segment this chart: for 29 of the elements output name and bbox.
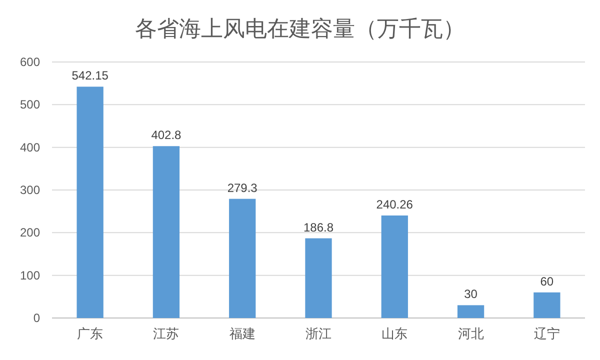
bar: [152, 146, 180, 318]
bar: [229, 198, 256, 318]
y-tick-label: 600: [20, 55, 40, 69]
bar: [76, 86, 104, 318]
y-tick-label: 400: [20, 140, 40, 154]
data-label: 240.26: [376, 197, 414, 212]
y-tick-label: 100: [20, 268, 40, 282]
x-tick-label: 江苏: [153, 326, 180, 341]
y-tick-label: 300: [20, 183, 40, 197]
bar: [534, 292, 560, 318]
data-label: 279.3: [227, 180, 258, 195]
x-tick-label: 福建: [229, 326, 256, 341]
x-tick-label: 辽宁: [534, 326, 560, 341]
chart-title: 各省海上风电在建容量（万千瓦）: [135, 16, 465, 41]
data-label: 542.15: [72, 68, 109, 83]
y-tick-label: 200: [20, 226, 40, 240]
x-tick-label: 广东: [77, 326, 104, 341]
y-tick-label: 500: [20, 98, 40, 112]
bar: [305, 238, 332, 318]
y-tick-label: 0: [33, 311, 40, 325]
data-label: 60: [540, 274, 554, 288]
bar: [457, 305, 484, 318]
data-label: 402.8: [151, 128, 182, 142]
x-tick-label: 山东: [382, 326, 408, 341]
data-label: 186.8: [303, 220, 334, 234]
x-tick-label: 浙江: [306, 326, 332, 341]
x-tick-label: 河北: [458, 326, 484, 341]
bar: [381, 215, 408, 318]
data-label: 30: [464, 287, 478, 302]
